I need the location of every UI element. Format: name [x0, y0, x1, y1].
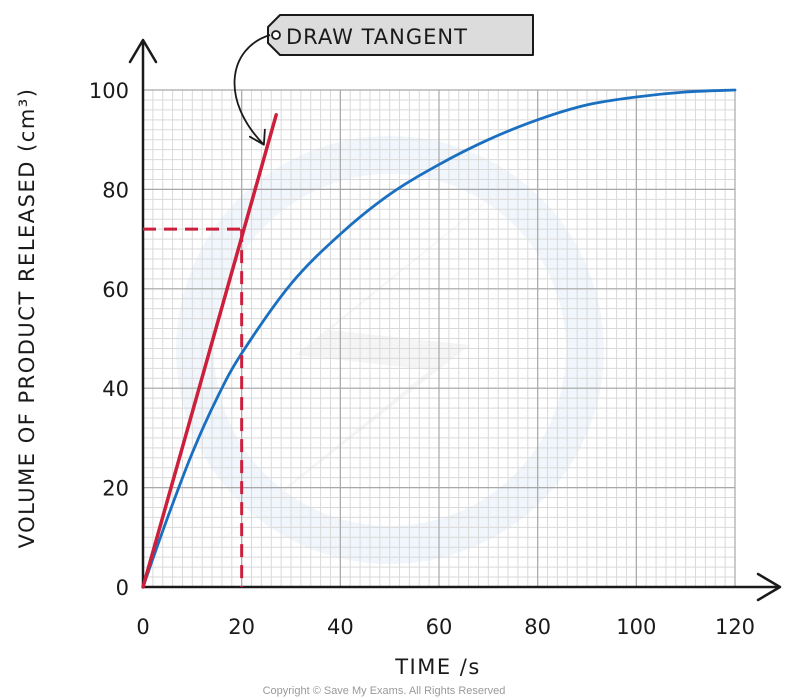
- y-tick-label: 60: [102, 278, 129, 302]
- y-tick-label: 20: [102, 477, 129, 501]
- x-tick-label: 20: [228, 615, 255, 639]
- x-tick-label: 100: [616, 615, 656, 639]
- axes: [128, 38, 782, 602]
- callout-arrowhead-icon: [248, 128, 266, 146]
- copyright-text: Copyright © Save My Exams. All Rights Re…: [263, 685, 506, 697]
- series-layer: [141, 88, 737, 589]
- y-tick-label: 80: [102, 178, 129, 202]
- y-tick-label: 40: [102, 377, 129, 401]
- x-tick-label: 120: [715, 615, 755, 639]
- callout-label: DRAW TANGENT: [286, 25, 468, 49]
- x-axis-title: TIME /s: [394, 655, 481, 679]
- callout-arrow-line: [233, 34, 271, 146]
- x-tick-label: 40: [327, 615, 354, 639]
- series-line: [141, 88, 737, 589]
- y-tick-labels: 0 20 40 60 80 100: [89, 79, 129, 600]
- callout-tag-hole-icon: [271, 30, 281, 40]
- x-tick-labels: 0 20 40 60 80 100 120: [136, 615, 755, 639]
- tangent-line: [141, 113, 278, 589]
- annotation-layer: DRAW TANGENT: [233, 14, 534, 146]
- x-axis-arrow-icon: [756, 572, 782, 602]
- x-tick-label: 0: [136, 615, 149, 639]
- x-tick-label: 80: [524, 615, 551, 639]
- y-tick-label: 100: [89, 79, 129, 103]
- y-tick-label: 0: [116, 576, 129, 600]
- y-axis-title: VOLUME OF PRODUCT RELEASED (cm³): [15, 88, 39, 549]
- y-axis-arrow-icon: [128, 38, 158, 64]
- callout-tag: [267, 14, 534, 56]
- x-tick-label: 60: [426, 615, 453, 639]
